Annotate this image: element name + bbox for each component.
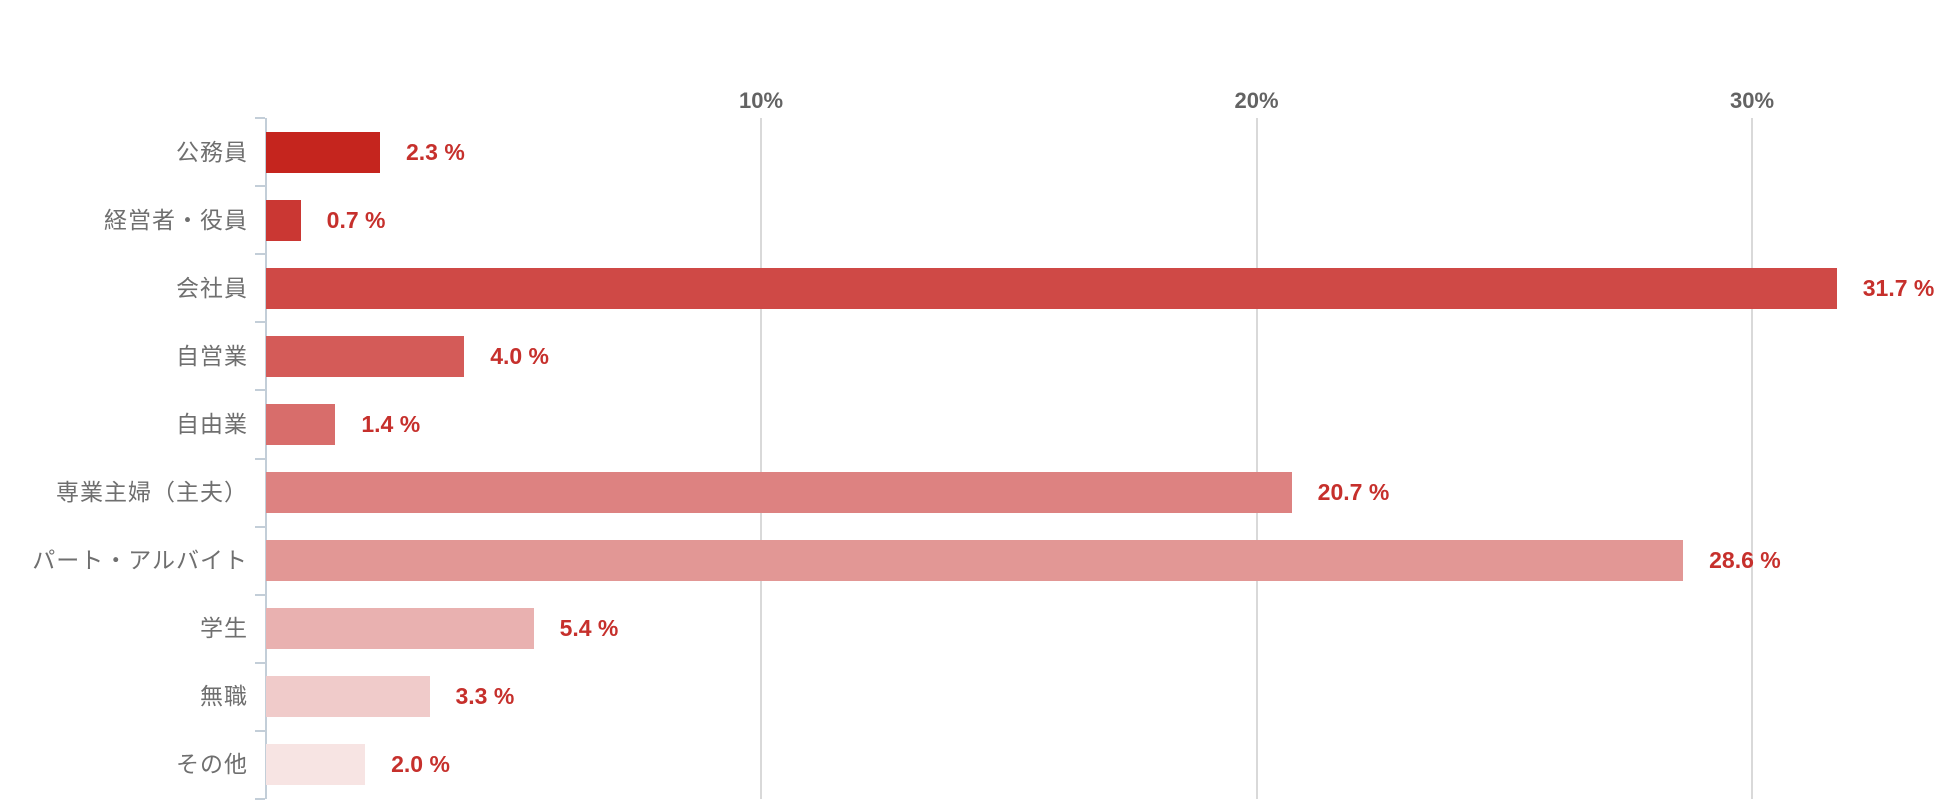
x-axis-tick-label: 10%	[738, 88, 784, 113]
y-axis-tick	[254, 593, 265, 596]
x-gridline	[760, 118, 762, 799]
value-label: 0.7 %	[326, 206, 386, 233]
value-label: 4.0 %	[490, 342, 550, 369]
bar	[266, 540, 1684, 582]
bar	[266, 403, 336, 445]
y-axis-tick	[254, 117, 265, 119]
bar	[266, 676, 430, 718]
value-label: 31.7 %	[1862, 274, 1935, 301]
category-label: 無職	[200, 683, 248, 710]
value-label: 2.0 %	[391, 751, 450, 778]
value-label: 1.4 %	[361, 410, 421, 437]
value-label: 5.4 %	[559, 615, 619, 642]
category-label: 自営業	[176, 342, 248, 369]
bar	[266, 744, 366, 786]
x-gridline	[1255, 118, 1258, 799]
category-label: 会社員	[176, 274, 248, 301]
bar	[266, 472, 1292, 514]
value-label: 20.7 %	[1317, 479, 1390, 506]
category-label: 公務員	[176, 138, 248, 165]
x-gridline	[1751, 118, 1753, 799]
y-axis-tick	[254, 661, 265, 664]
category-label: 専業主婦（主夫）	[56, 479, 248, 506]
value-label: 3.3 %	[455, 683, 515, 710]
y-axis-tick	[254, 457, 265, 460]
category-label: 学生	[200, 615, 248, 642]
category-label: その他	[176, 751, 248, 778]
y-axis-tick	[254, 253, 265, 256]
bar	[266, 335, 465, 377]
x-axis-tick-label: 20%	[1234, 88, 1279, 113]
bar	[266, 608, 534, 650]
category-label: 自由業	[176, 410, 248, 437]
bar	[266, 199, 301, 241]
value-label: 2.3 %	[405, 138, 465, 165]
y-axis-tick	[254, 798, 265, 800]
y-axis-tick	[254, 389, 265, 392]
category-label: 経営者・役員	[104, 206, 248, 233]
y-axis-tick	[254, 185, 265, 188]
bar	[266, 131, 380, 173]
y-axis-line	[264, 118, 267, 799]
bar	[266, 267, 1837, 309]
y-axis-tick	[254, 525, 265, 528]
category-label: パート・アルバイト	[32, 547, 248, 574]
value-label: 28.6 %	[1709, 547, 1781, 574]
y-axis-tick	[254, 729, 265, 732]
x-axis-tick-label: 30%	[1729, 88, 1775, 113]
y-axis-tick	[254, 321, 265, 324]
